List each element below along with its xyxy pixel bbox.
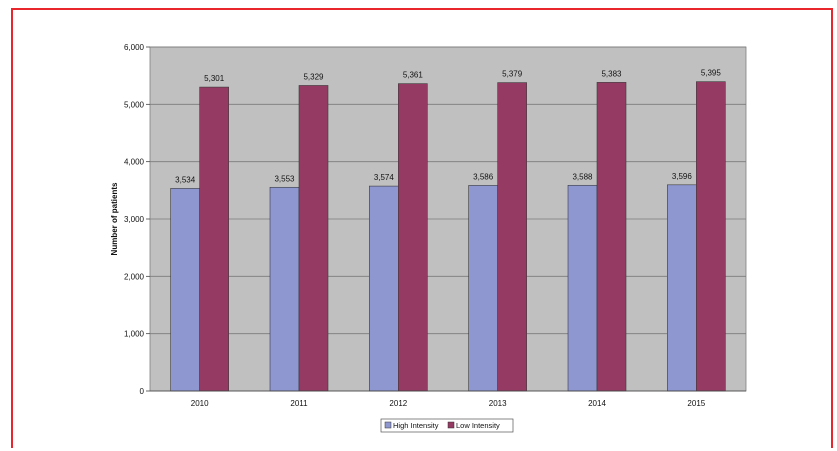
legend-swatch — [447, 421, 455, 429]
data-label: 5,361 — [403, 71, 424, 80]
data-label: 3,574 — [374, 173, 395, 182]
bar-low-intensity-2012 — [398, 83, 428, 392]
bar-low-intensity-2011 — [298, 85, 329, 392]
bar-high-intensity-2010 — [170, 188, 200, 392]
y-tick-label: 2,000 — [124, 272, 145, 281]
y-axis-ticks: 0 1,000 2,000 3,000 4,000 5,000 6,000 — [124, 43, 150, 396]
y-tick-label: 1,000 — [124, 330, 145, 339]
x-tick-label: 2011 — [290, 399, 308, 408]
bar-high-intensity-2014 — [567, 184, 598, 392]
data-label: 3,596 — [672, 172, 693, 181]
x-tick-label: 2012 — [389, 399, 407, 408]
bar-low-intensity-2014 — [596, 82, 627, 392]
data-label: 5,383 — [601, 69, 622, 78]
bar-low-intensity-2013 — [497, 82, 527, 392]
y-tick-label: 3,000 — [124, 215, 145, 224]
bar-low-intensity-2010 — [199, 86, 229, 392]
data-label: 3,534 — [175, 175, 196, 184]
bar-high-intensity-2015 — [667, 184, 697, 392]
y-axis-label: Number of patients — [110, 182, 119, 255]
bar-high-intensity-2012 — [369, 185, 399, 392]
legend-box — [380, 418, 514, 433]
data-label: 3,588 — [572, 172, 593, 181]
y-tick-label: 0 — [140, 387, 145, 396]
data-label: 3,553 — [274, 174, 295, 183]
x-tick-label: 2015 — [687, 399, 705, 408]
y-tick-label: 6,000 — [124, 43, 145, 52]
figure-frame — [11, 8, 833, 448]
legend-entry: High Intensity — [393, 421, 439, 430]
bar-low-intensity-2015 — [696, 81, 726, 392]
legend-entry: Low Intensity — [456, 421, 500, 430]
legend-swatch — [384, 421, 392, 429]
data-label: 5,379 — [502, 70, 523, 79]
data-label: 5,329 — [303, 72, 324, 81]
bar-high-intensity-2013 — [468, 185, 498, 392]
y-tick-label: 4,000 — [124, 158, 145, 167]
data-label: 5,301 — [204, 74, 225, 83]
gridlines — [150, 46, 746, 335]
bar-high-intensity-2011 — [269, 186, 300, 392]
bars: 3,534 5,301 3,553 5,329 3,574 5,361 3,586 5,379… — [170, 69, 726, 392]
data-label: 5,395 — [701, 69, 722, 78]
data-label: 3,586 — [473, 172, 494, 181]
legend: High Intensity Low Intensity — [380, 418, 514, 433]
x-tick-label: 2010 — [191, 399, 209, 408]
y-tick-label: 5,000 — [124, 100, 145, 109]
x-axis-ticks: 2010 2011 2012 2013 2014 2015 — [150, 390, 746, 408]
x-tick-label: 2013 — [489, 399, 507, 408]
x-tick-label: 2014 — [588, 399, 606, 408]
